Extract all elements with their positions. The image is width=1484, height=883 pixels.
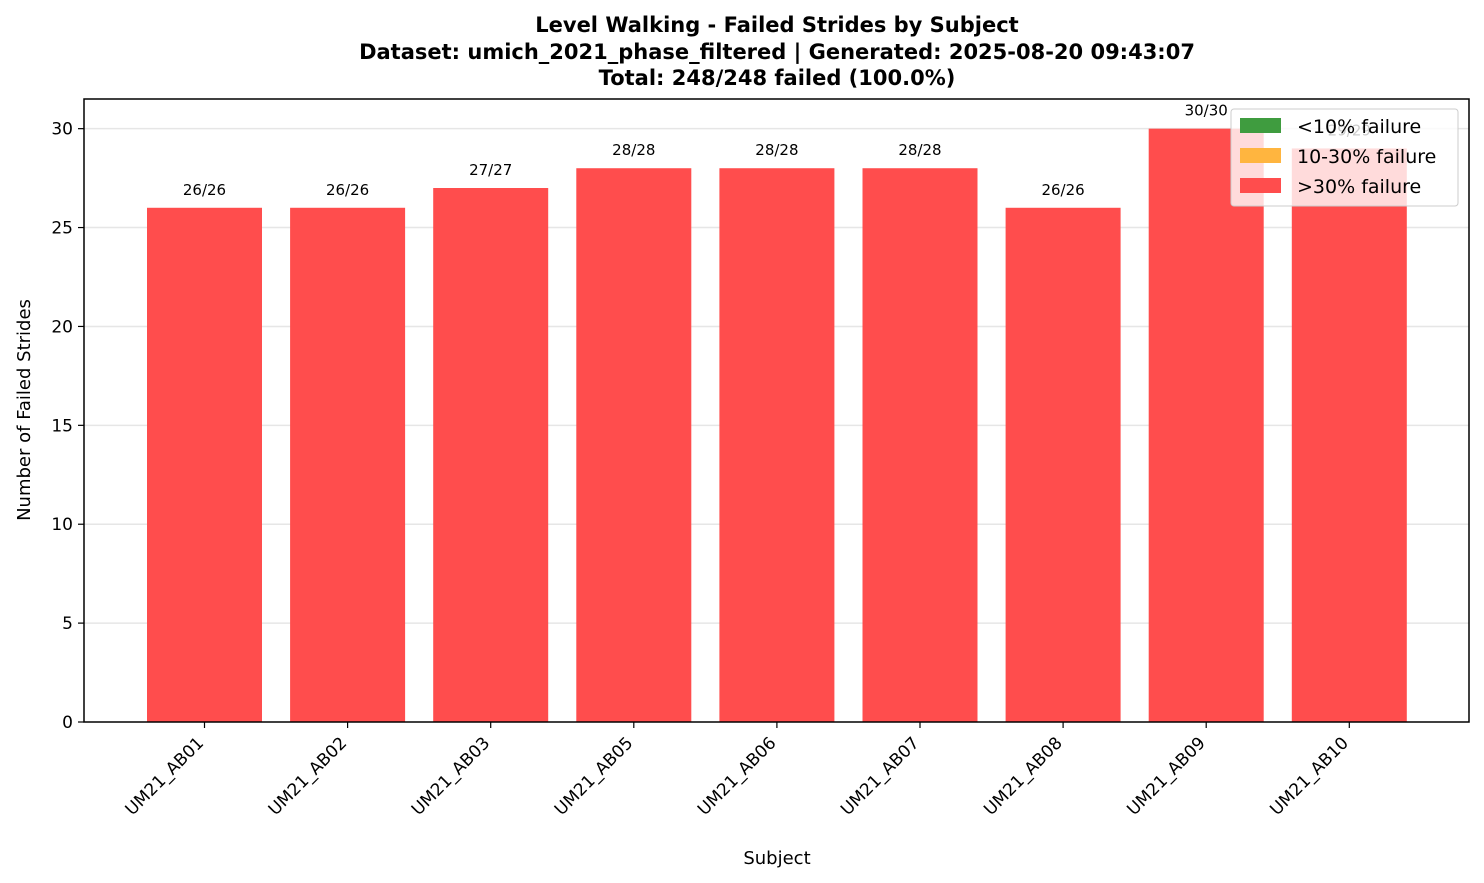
bar-um21_ab06 bbox=[719, 168, 835, 722]
bar-um21_ab09 bbox=[1148, 128, 1264, 722]
bars-group bbox=[147, 128, 1407, 722]
y-tick-label: 20 bbox=[51, 317, 73, 337]
y-axis-label: Number of Failed Strides bbox=[14, 299, 35, 521]
x-tick-label: UM21_AB10 bbox=[1266, 733, 1352, 819]
x-tick-label: UM21_AB06 bbox=[694, 733, 780, 819]
chart-title-line-2: Dataset: umich_2021_phase_filtered | Gen… bbox=[359, 40, 1195, 65]
bar-um21_ab10 bbox=[1291, 148, 1407, 722]
bar-value-label: 28/28 bbox=[612, 141, 655, 159]
bar-value-label: 26/26 bbox=[326, 181, 369, 199]
legend-entry-label: <10% failure bbox=[1297, 116, 1421, 138]
legend-entry-label: >30% failure bbox=[1297, 176, 1421, 198]
bar-value-label: 28/28 bbox=[755, 141, 798, 159]
y-tick-label: 5 bbox=[62, 614, 73, 634]
bar-um21_ab05 bbox=[576, 168, 692, 722]
bar-value-label: 26/26 bbox=[1041, 181, 1084, 199]
x-axis-label: Subject bbox=[743, 848, 810, 869]
legend-swatch bbox=[1240, 148, 1281, 163]
x-axis-ticks: UM21_AB01 UM21_AB02 UM21_AB03 UM21_AB05 UM21… bbox=[122, 722, 1353, 820]
x-tick-label: UM21_AB02 bbox=[265, 733, 351, 819]
bar-value-label: 27/27 bbox=[469, 161, 512, 179]
x-tick-label: UM21_AB05 bbox=[551, 733, 637, 819]
y-tick-label: 0 bbox=[62, 713, 73, 733]
bar-value-label: 26/26 bbox=[183, 181, 226, 199]
chart-title-line-3: Total: 248/248 failed (100.0%) bbox=[599, 66, 956, 90]
legend-entry-label: 10-30% failure bbox=[1297, 146, 1436, 168]
y-tick-label: 25 bbox=[51, 219, 73, 239]
x-tick-label: UM21_AB08 bbox=[980, 733, 1066, 819]
bar-labels-group: 26/26 26/26 27/27 28/28 28/28 28/28 26/26 30/30… bbox=[183, 102, 1371, 199]
y-tick-label: 10 bbox=[51, 515, 73, 535]
legend-box bbox=[1230, 108, 1459, 207]
chart-title-line-1: Level Walking - Failed Strides by Subjec… bbox=[535, 13, 1018, 37]
y-axis-ticks: 0 5 10 15 20 25 30 bbox=[51, 120, 84, 733]
bar-um21_ab03 bbox=[433, 188, 549, 722]
chart-title: Level Walking - Failed Strides by Subjec… bbox=[359, 13, 1195, 90]
bar-um21_ab08 bbox=[1005, 207, 1121, 722]
legend-swatch bbox=[1240, 178, 1281, 193]
x-tick-label: UM21_AB07 bbox=[837, 733, 923, 819]
bar-um21_ab01 bbox=[147, 207, 262, 722]
legend: <10% failure 10-30% failure >30% failure bbox=[1230, 108, 1459, 207]
y-tick-label: 30 bbox=[51, 120, 73, 140]
x-tick-label: UM21_AB09 bbox=[1123, 733, 1209, 819]
bar-um21_ab02 bbox=[290, 207, 406, 722]
bar-um21_ab07 bbox=[862, 168, 978, 722]
y-tick-label: 15 bbox=[51, 416, 73, 436]
legend-swatch bbox=[1240, 118, 1281, 133]
bar-value-label: 30/30 bbox=[1185, 102, 1228, 120]
x-tick-label: UM21_AB03 bbox=[408, 733, 494, 819]
x-tick-label: UM21_AB01 bbox=[122, 733, 208, 819]
bar-value-label: 28/28 bbox=[898, 141, 941, 159]
